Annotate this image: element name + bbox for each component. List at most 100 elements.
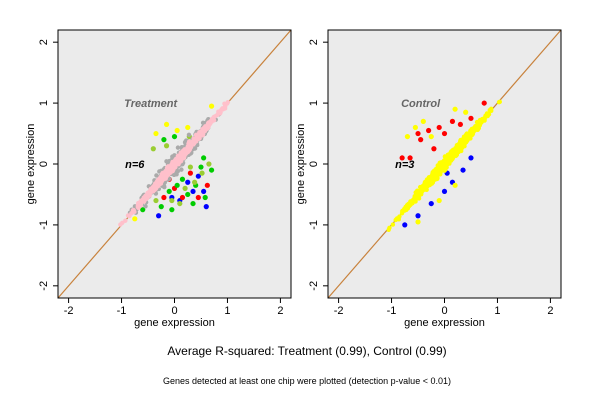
x-tick-label: 1 bbox=[494, 305, 500, 317]
data-point bbox=[132, 216, 138, 222]
data-point bbox=[198, 164, 204, 170]
data-point bbox=[468, 131, 473, 136]
data-point bbox=[404, 133, 411, 140]
data-point bbox=[390, 222, 396, 227]
data-point bbox=[182, 185, 188, 191]
data-point bbox=[497, 99, 502, 105]
data-point bbox=[199, 131, 204, 137]
data-point bbox=[452, 106, 458, 112]
data-point bbox=[179, 176, 186, 182]
data-points bbox=[386, 99, 502, 232]
data-point bbox=[154, 173, 159, 178]
data-point bbox=[437, 166, 442, 171]
data-point bbox=[208, 167, 215, 173]
data-point bbox=[184, 148, 190, 153]
data-point bbox=[169, 207, 175, 213]
data-point bbox=[415, 219, 421, 225]
data-point bbox=[177, 200, 183, 207]
data-point bbox=[415, 213, 421, 219]
data-point bbox=[435, 170, 440, 175]
y-tick-label: 1 bbox=[308, 100, 320, 106]
data-point bbox=[465, 138, 470, 143]
data-point bbox=[428, 133, 434, 140]
data-point bbox=[415, 190, 420, 196]
data-point bbox=[162, 184, 167, 190]
data-point bbox=[192, 179, 198, 185]
data-point bbox=[187, 164, 193, 170]
data-point bbox=[478, 119, 484, 125]
data-point bbox=[172, 161, 177, 167]
data-point bbox=[463, 109, 469, 115]
y-tick-label: 2 bbox=[308, 39, 320, 45]
data-point bbox=[206, 161, 212, 167]
x-tick-label: -1 bbox=[117, 305, 127, 317]
figure-footnote: Genes detected at least one chip were pl… bbox=[163, 376, 451, 386]
data-point bbox=[201, 188, 207, 195]
data-point bbox=[166, 188, 172, 195]
panel-title: Control bbox=[401, 98, 441, 110]
data-point bbox=[225, 100, 231, 105]
data-point bbox=[457, 121, 463, 128]
data-point bbox=[201, 155, 207, 161]
data-point bbox=[171, 172, 177, 178]
data-point bbox=[185, 179, 191, 185]
x-axis-label: gene expression bbox=[404, 317, 485, 329]
data-point bbox=[199, 170, 205, 176]
y-tick-label: 0 bbox=[308, 161, 320, 167]
data-point bbox=[205, 125, 210, 130]
data-point bbox=[163, 121, 170, 128]
data-point bbox=[438, 170, 443, 175]
data-point bbox=[483, 113, 488, 118]
data-point bbox=[181, 151, 186, 156]
y-tick-label: -1 bbox=[38, 220, 50, 230]
data-point bbox=[158, 204, 164, 210]
data-point bbox=[140, 207, 146, 213]
data-point bbox=[175, 145, 181, 150]
data-point bbox=[402, 206, 407, 212]
data-point bbox=[153, 130, 159, 137]
panel-title: Treatment bbox=[124, 98, 178, 110]
data-point bbox=[187, 170, 193, 176]
data-point bbox=[171, 133, 178, 140]
data-point bbox=[427, 179, 432, 184]
data-point bbox=[450, 149, 455, 154]
data-point bbox=[185, 124, 191, 131]
y-axis-label: gene expression bbox=[295, 124, 307, 205]
data-point bbox=[425, 184, 430, 189]
treatment-panel: -2 -1 0 1 2 -2 -1 0 1 2 gene expression gene expres… bbox=[25, 29, 292, 329]
data-point bbox=[166, 165, 172, 171]
data-point bbox=[441, 188, 448, 195]
data-point bbox=[468, 115, 474, 121]
data-point bbox=[163, 143, 170, 149]
data-point bbox=[420, 118, 426, 124]
data-point bbox=[161, 137, 167, 143]
data-point bbox=[161, 194, 167, 201]
figure-summary: Average R-squared: Treatment (0.99), Con… bbox=[167, 344, 446, 358]
data-point bbox=[460, 140, 466, 146]
data-point bbox=[454, 151, 459, 156]
data-point bbox=[411, 198, 417, 204]
data-point bbox=[460, 167, 466, 173]
y-axis-label: gene expression bbox=[25, 124, 37, 205]
data-point bbox=[179, 167, 184, 172]
data-point bbox=[441, 158, 447, 164]
data-point bbox=[143, 204, 148, 209]
data-point bbox=[204, 182, 210, 188]
data-point bbox=[146, 193, 152, 198]
data-point bbox=[474, 119, 480, 125]
data-point bbox=[441, 130, 448, 137]
x-tick-label: -1 bbox=[387, 305, 397, 317]
data-point bbox=[195, 173, 201, 179]
data-point bbox=[407, 155, 413, 161]
data-point bbox=[218, 110, 223, 115]
data-point bbox=[176, 158, 182, 163]
data-point bbox=[481, 100, 487, 106]
x-tick-label: 0 bbox=[441, 305, 447, 317]
data-point bbox=[175, 153, 181, 159]
x-tick-label: 2 bbox=[277, 305, 283, 317]
data-point bbox=[172, 153, 177, 158]
data-point bbox=[436, 124, 442, 131]
data-point bbox=[186, 132, 192, 137]
y-tick-label: 0 bbox=[38, 161, 50, 167]
data-point bbox=[445, 158, 450, 164]
